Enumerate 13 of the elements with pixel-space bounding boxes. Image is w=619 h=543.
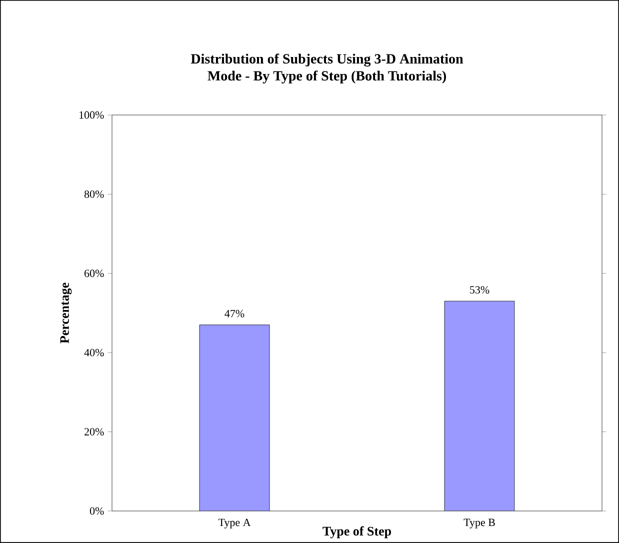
x-tick-label: Type A: [218, 518, 251, 528]
y-tick-label: 40%: [84, 348, 104, 356]
y-tick-label: 60%: [84, 270, 104, 278]
y-tick-label: 100%: [80, 111, 104, 119]
y-axis-title: Percentage: [60, 282, 72, 344]
chart-title: Distribution of Subjects Using 3-D Animation Mode - By Type of Step (Both Tutorials): [190, 54, 464, 84]
y-tick-label: 20%: [84, 428, 104, 436]
data-label: 47%: [224, 310, 244, 318]
x-tick-label: Type B: [464, 518, 495, 528]
y-tick-label: 80%: [84, 190, 104, 198]
data-label: 53%: [470, 286, 490, 294]
y-tick-label: 0%: [90, 507, 104, 515]
x-axis-title: Type of Step: [322, 526, 392, 538]
